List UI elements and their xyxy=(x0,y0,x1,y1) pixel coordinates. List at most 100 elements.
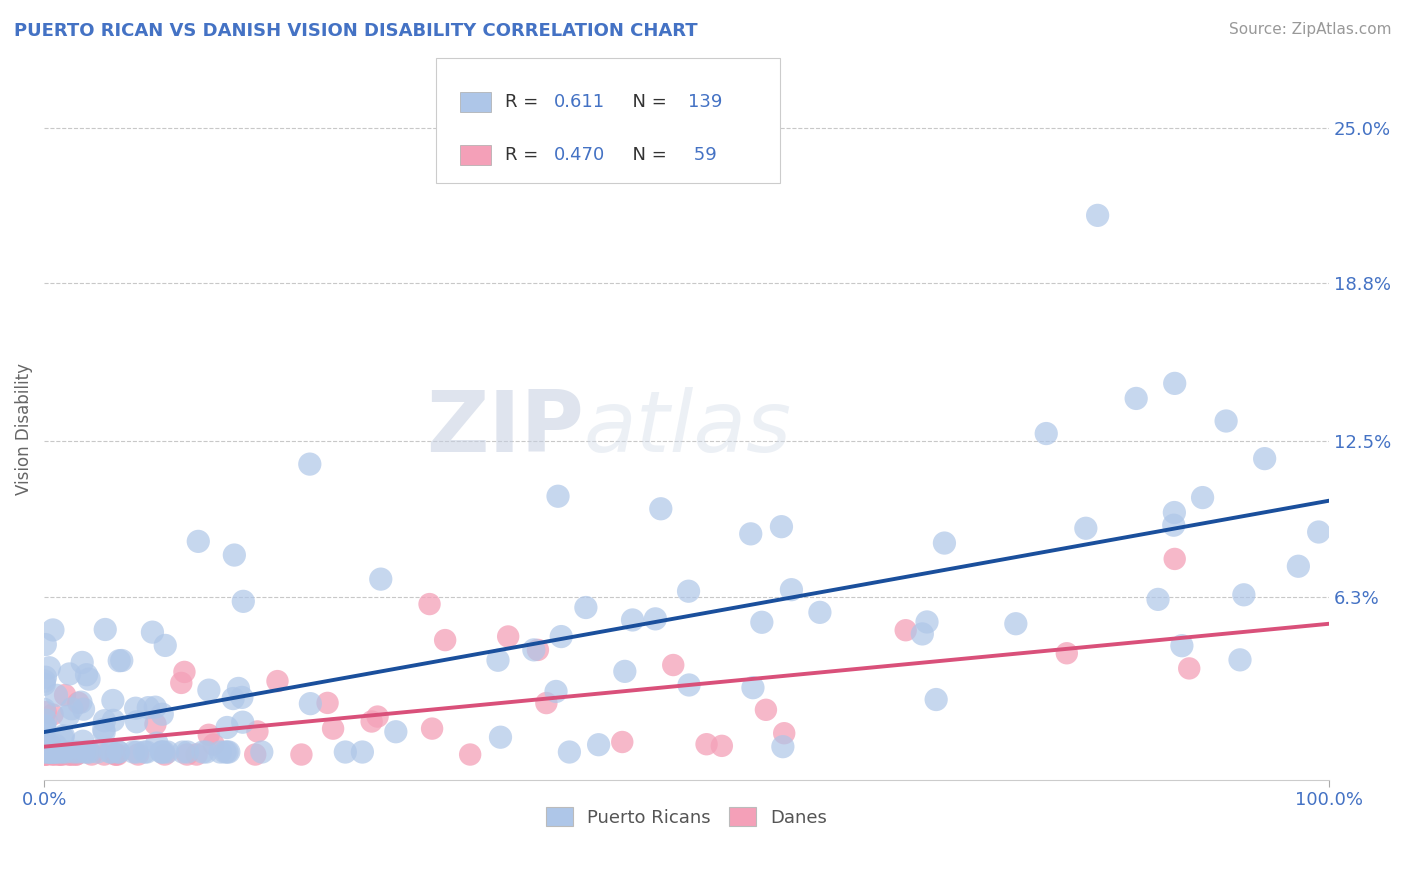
Point xyxy=(136,700,159,714)
Point xyxy=(104,747,127,762)
Point xyxy=(1164,552,1187,566)
Point xyxy=(1035,426,1057,441)
Point xyxy=(124,701,146,715)
Point xyxy=(316,696,339,710)
Point xyxy=(59,747,82,762)
Point xyxy=(39,745,62,759)
Point xyxy=(150,745,173,759)
Point xyxy=(434,633,457,648)
Point xyxy=(911,627,934,641)
Point xyxy=(55,745,77,759)
Text: PUERTO RICAN VS DANISH VISION DISABILITY CORRELATION CHART: PUERTO RICAN VS DANISH VISION DISABILITY… xyxy=(14,22,697,40)
Point xyxy=(187,534,209,549)
Text: N =: N = xyxy=(621,93,673,111)
Point xyxy=(58,667,80,681)
Point xyxy=(65,747,87,762)
Point xyxy=(1056,646,1078,660)
Y-axis label: Vision Disability: Vision Disability xyxy=(15,362,32,494)
Point xyxy=(76,745,98,759)
Point xyxy=(45,745,67,759)
Point xyxy=(751,615,773,630)
Point xyxy=(1074,521,1097,535)
Text: 0.470: 0.470 xyxy=(554,146,605,164)
Point xyxy=(51,747,73,762)
Point xyxy=(51,731,73,745)
Point xyxy=(107,747,129,762)
Point xyxy=(32,747,55,762)
Point xyxy=(39,745,62,759)
Point xyxy=(42,747,65,762)
Point xyxy=(209,745,232,759)
Point xyxy=(70,695,93,709)
Point xyxy=(367,709,389,723)
Point xyxy=(48,747,70,762)
Point xyxy=(45,745,67,759)
Point xyxy=(111,653,134,667)
Point xyxy=(186,747,208,762)
Point xyxy=(550,630,572,644)
Point xyxy=(770,519,793,533)
Text: R =: R = xyxy=(505,146,544,164)
Point xyxy=(217,745,239,759)
Point xyxy=(141,625,163,640)
Point xyxy=(1163,518,1185,533)
Point xyxy=(298,457,321,471)
Point xyxy=(42,745,65,759)
Point xyxy=(1233,588,1256,602)
Point xyxy=(755,703,778,717)
Point xyxy=(34,719,56,733)
Point xyxy=(38,661,60,675)
Point xyxy=(558,745,581,759)
Point xyxy=(195,745,218,759)
Point xyxy=(125,745,148,759)
Point xyxy=(152,745,174,759)
Point xyxy=(35,713,58,727)
Point xyxy=(72,702,94,716)
Point xyxy=(650,501,672,516)
Point xyxy=(66,745,89,759)
Point xyxy=(678,678,700,692)
Point xyxy=(245,747,267,762)
Point xyxy=(678,584,700,599)
Point xyxy=(385,724,408,739)
Point xyxy=(93,714,115,728)
Point xyxy=(34,745,56,759)
Point xyxy=(217,721,239,735)
Point xyxy=(62,747,84,762)
Point xyxy=(1253,451,1275,466)
Point xyxy=(231,690,253,705)
Text: atlas: atlas xyxy=(583,387,792,470)
Point xyxy=(246,724,269,739)
Point xyxy=(32,677,55,691)
Point xyxy=(1286,559,1309,574)
Point xyxy=(1004,616,1026,631)
Point xyxy=(146,736,169,750)
Point xyxy=(127,747,149,762)
Point xyxy=(486,653,509,667)
Point xyxy=(58,747,80,762)
Point xyxy=(86,745,108,759)
Point xyxy=(156,745,179,759)
Point xyxy=(155,639,177,653)
Point xyxy=(621,613,644,627)
Point xyxy=(419,597,441,611)
Point xyxy=(77,672,100,686)
Point xyxy=(232,715,254,730)
Point xyxy=(34,747,56,762)
Point xyxy=(544,684,567,698)
Point xyxy=(335,745,357,759)
Point xyxy=(34,670,56,684)
Point xyxy=(1163,506,1185,520)
Point xyxy=(153,747,176,762)
Point xyxy=(370,572,392,586)
Point xyxy=(107,745,129,759)
Point xyxy=(49,745,72,759)
Point xyxy=(222,691,245,706)
Point xyxy=(808,605,831,619)
Point xyxy=(107,745,129,759)
Point xyxy=(101,693,124,707)
Point xyxy=(34,723,56,738)
Point xyxy=(232,594,254,608)
Point xyxy=(67,696,90,710)
Point xyxy=(925,692,948,706)
